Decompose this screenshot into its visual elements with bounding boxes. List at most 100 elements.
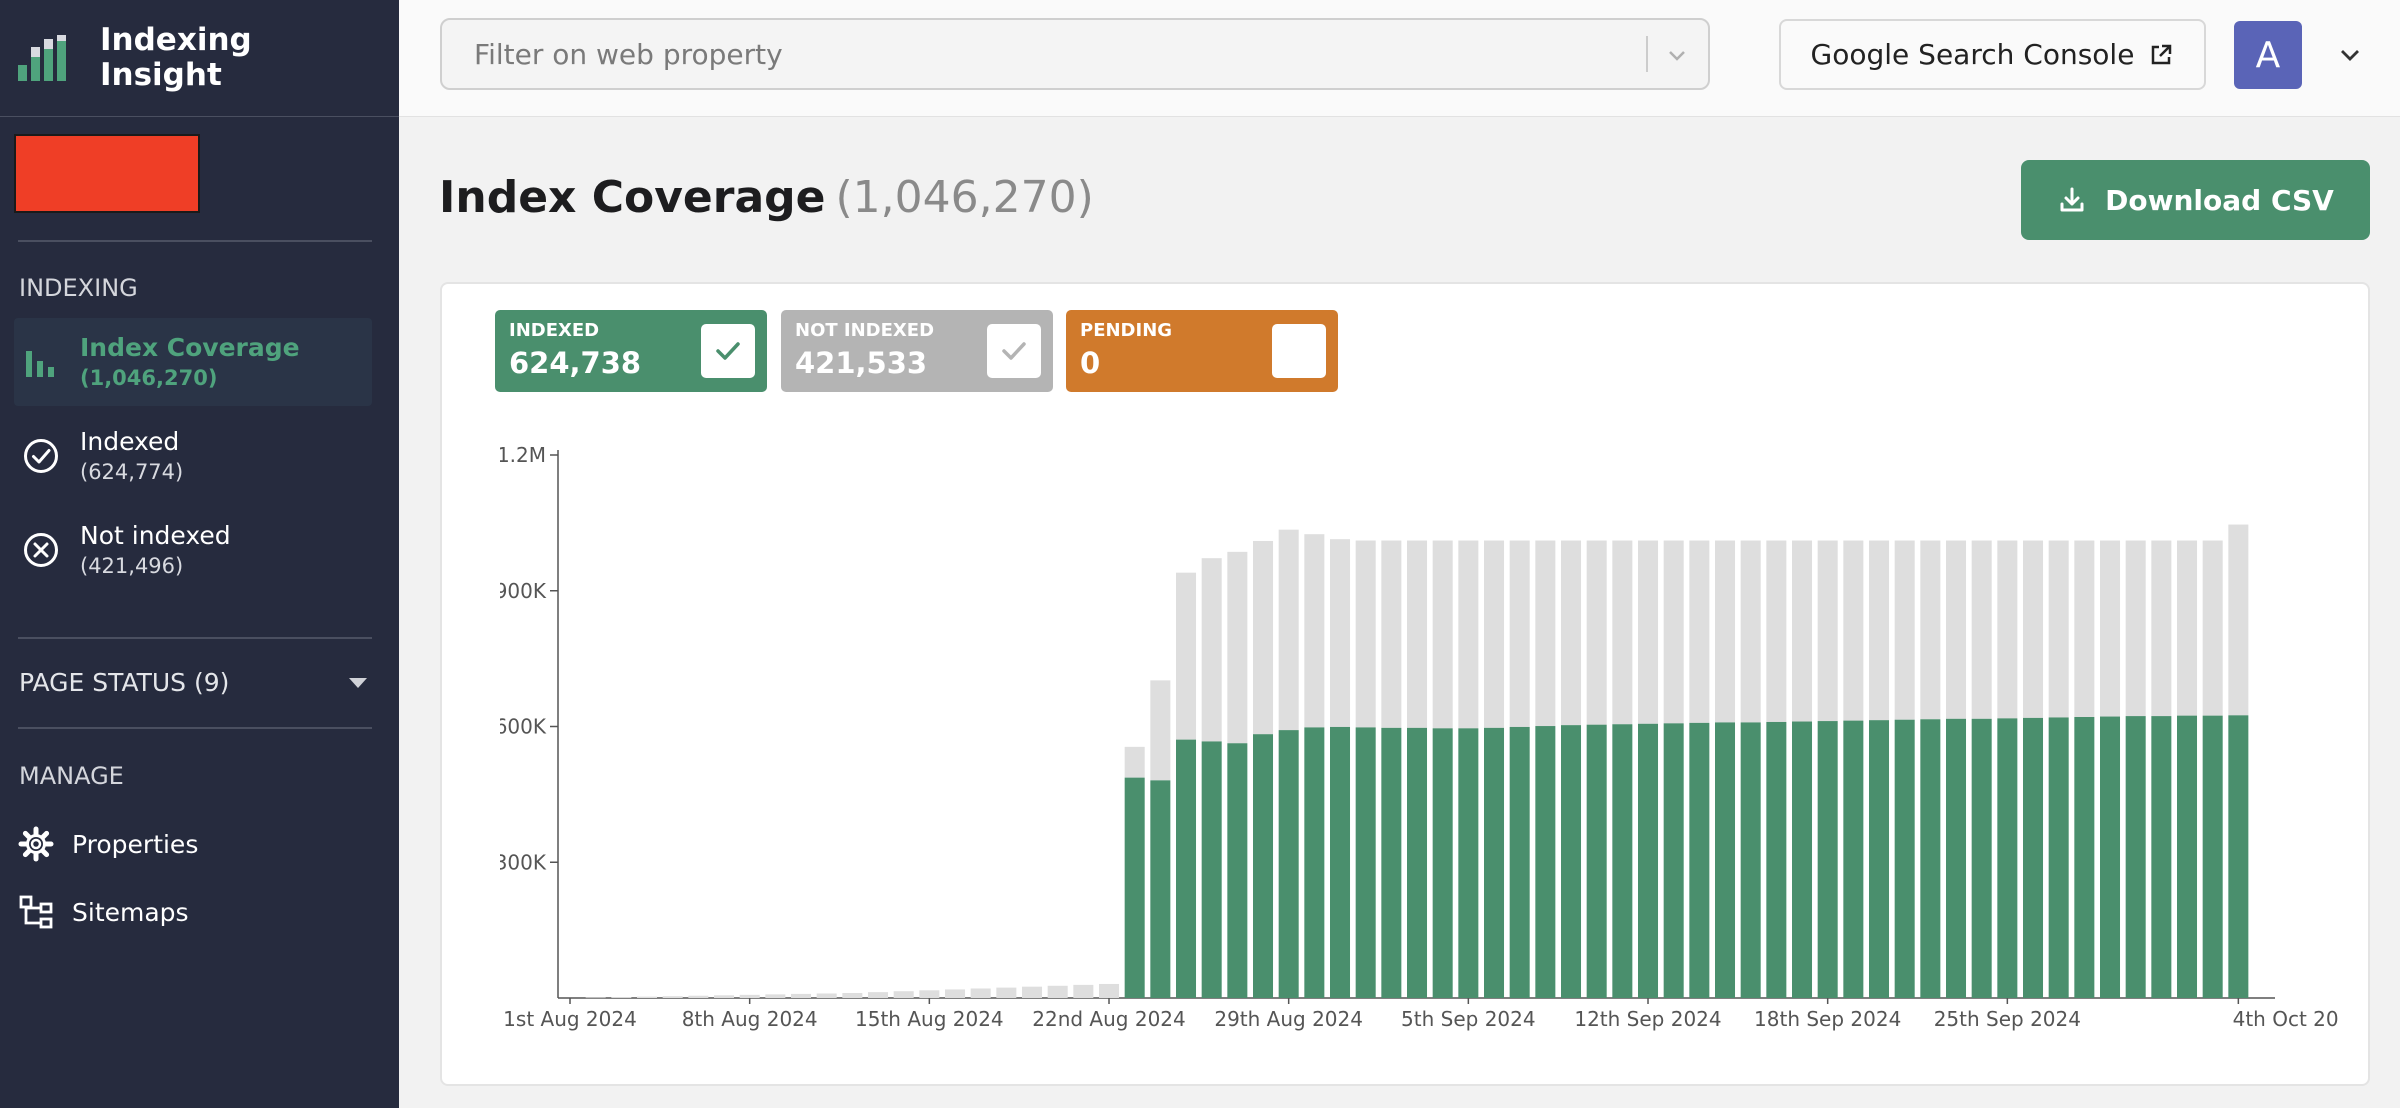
- bar-not-indexed[interactable]: [1920, 540, 1941, 720]
- bar-indexed[interactable]: [1535, 726, 1556, 998]
- bar-indexed[interactable]: [1612, 724, 1633, 998]
- bar-not-indexed[interactable]: [1740, 540, 1761, 723]
- bar-not-indexed[interactable]: [893, 991, 914, 998]
- bar-indexed[interactable]: [1355, 727, 1376, 998]
- bar-not-indexed[interactable]: [1894, 540, 1915, 720]
- bar-not-indexed[interactable]: [637, 996, 658, 998]
- bar-not-indexed[interactable]: [1150, 680, 1171, 781]
- bar-not-indexed[interactable]: [1612, 540, 1633, 725]
- bar-not-indexed[interactable]: [2177, 540, 2198, 716]
- download-csv-button[interactable]: Download CSV: [2021, 160, 2370, 240]
- bar-indexed[interactable]: [1792, 721, 1813, 998]
- bar-not-indexed[interactable]: [2125, 540, 2146, 717]
- bar-not-indexed[interactable]: [688, 995, 709, 998]
- google-search-console-button[interactable]: Google Search Console: [1779, 19, 2206, 90]
- page-status-toggle[interactable]: PAGE STATUS (9): [19, 668, 367, 697]
- bar-indexed[interactable]: [1201, 741, 1222, 998]
- bar-not-indexed[interactable]: [816, 993, 837, 998]
- bar-indexed[interactable]: [1715, 722, 1736, 998]
- bar-indexed[interactable]: [2048, 717, 2069, 998]
- sidebar-item-sitemaps[interactable]: Sitemaps: [18, 892, 189, 932]
- bar-indexed[interactable]: [1843, 720, 1864, 998]
- bar-not-indexed[interactable]: [1047, 985, 1068, 998]
- bar-not-indexed[interactable]: [1176, 572, 1197, 740]
- avatar[interactable]: A: [2234, 21, 2302, 89]
- tile-pending[interactable]: PENDING 0: [1066, 310, 1338, 392]
- chevron-down-icon[interactable]: [2335, 40, 2365, 70]
- bar-not-indexed[interactable]: [765, 994, 786, 998]
- bar-indexed[interactable]: [2151, 716, 2172, 998]
- bar-indexed[interactable]: [1484, 727, 1505, 998]
- bar-indexed[interactable]: [1894, 719, 1915, 998]
- bar-not-indexed[interactable]: [2100, 540, 2121, 717]
- bar-not-indexed[interactable]: [868, 992, 889, 998]
- bar-indexed[interactable]: [2177, 715, 2198, 998]
- bar-not-indexed[interactable]: [739, 994, 760, 998]
- bar-not-indexed[interactable]: [1022, 986, 1043, 998]
- bar-not-indexed[interactable]: [1484, 540, 1505, 728]
- bar-not-indexed[interactable]: [1586, 540, 1607, 725]
- bar-not-indexed[interactable]: [2228, 524, 2249, 716]
- bar-indexed[interactable]: [1124, 777, 1145, 998]
- bar-not-indexed[interactable]: [1817, 540, 1838, 722]
- bar-indexed[interactable]: [1740, 722, 1761, 998]
- bar-indexed[interactable]: [1509, 726, 1530, 998]
- bar-indexed[interactable]: [1997, 718, 2018, 998]
- filter-input[interactable]: [442, 20, 1637, 88]
- sidebar-item-index-coverage[interactable]: Index Coverage (1,046,270): [14, 318, 372, 406]
- bar-indexed[interactable]: [1227, 743, 1248, 998]
- bar-indexed[interactable]: [1381, 727, 1402, 998]
- bar-indexed[interactable]: [1586, 724, 1607, 998]
- bar-indexed[interactable]: [1689, 722, 1710, 998]
- tile-checkbox[interactable]: [987, 324, 1041, 378]
- bar-not-indexed[interactable]: [1843, 540, 1864, 721]
- bar-not-indexed[interactable]: [1432, 540, 1453, 729]
- bar-not-indexed[interactable]: [1227, 551, 1248, 744]
- bar-not-indexed[interactable]: [1715, 540, 1736, 723]
- chevron-down-icon[interactable]: [1664, 42, 1690, 68]
- tile-not-indexed[interactable]: NOT INDEXED 421,533: [781, 310, 1053, 392]
- bar-not-indexed[interactable]: [996, 987, 1017, 998]
- bar-not-indexed[interactable]: [1458, 540, 1479, 729]
- bar-not-indexed[interactable]: [611, 997, 632, 998]
- bar-indexed[interactable]: [1766, 721, 1787, 998]
- bar-not-indexed[interactable]: [1381, 540, 1402, 728]
- bar-not-indexed[interactable]: [585, 997, 606, 999]
- bar-indexed[interactable]: [1561, 725, 1582, 998]
- bar-not-indexed[interactable]: [791, 993, 812, 998]
- bar-not-indexed[interactable]: [1792, 540, 1813, 722]
- bar-not-indexed[interactable]: [1407, 540, 1428, 728]
- bar-not-indexed[interactable]: [1971, 540, 1992, 719]
- bar-not-indexed[interactable]: [1946, 540, 1967, 719]
- sidebar-item-indexed[interactable]: Indexed (624,774): [14, 412, 372, 500]
- bar-indexed[interactable]: [1458, 728, 1479, 998]
- bar-indexed[interactable]: [1817, 721, 1838, 998]
- brand[interactable]: Indexing Insight: [0, 0, 399, 117]
- bar-not-indexed[interactable]: [1638, 540, 1659, 724]
- bar-not-indexed[interactable]: [1689, 540, 1710, 723]
- web-property-filter[interactable]: [440, 18, 1710, 90]
- bar-not-indexed[interactable]: [714, 995, 735, 998]
- bar-not-indexed[interactable]: [1561, 540, 1582, 726]
- bar-indexed[interactable]: [1176, 739, 1197, 998]
- bar-not-indexed[interactable]: [2151, 540, 2172, 717]
- bar-not-indexed[interactable]: [1253, 540, 1274, 735]
- bar-indexed[interactable]: [2228, 715, 2249, 998]
- bar-indexed[interactable]: [1971, 718, 1992, 998]
- bar-not-indexed[interactable]: [842, 993, 863, 998]
- bar-indexed[interactable]: [2074, 716, 2095, 998]
- bar-not-indexed[interactable]: [919, 990, 940, 998]
- bar-indexed[interactable]: [1432, 728, 1453, 998]
- bar-not-indexed[interactable]: [2202, 540, 2223, 716]
- bar-not-indexed[interactable]: [970, 988, 991, 998]
- bar-indexed[interactable]: [1663, 723, 1684, 998]
- bar-not-indexed[interactable]: [1766, 540, 1787, 722]
- bar-not-indexed[interactable]: [1663, 540, 1684, 724]
- bar-indexed[interactable]: [1150, 780, 1171, 998]
- bar-not-indexed[interactable]: [662, 996, 683, 998]
- sidebar-item-not-indexed[interactable]: Not indexed (421,496): [14, 506, 372, 594]
- bar-indexed[interactable]: [2023, 717, 2044, 998]
- bar-not-indexed[interactable]: [2023, 540, 2044, 718]
- bar-not-indexed[interactable]: [1278, 529, 1299, 731]
- tile-checkbox[interactable]: [701, 324, 755, 378]
